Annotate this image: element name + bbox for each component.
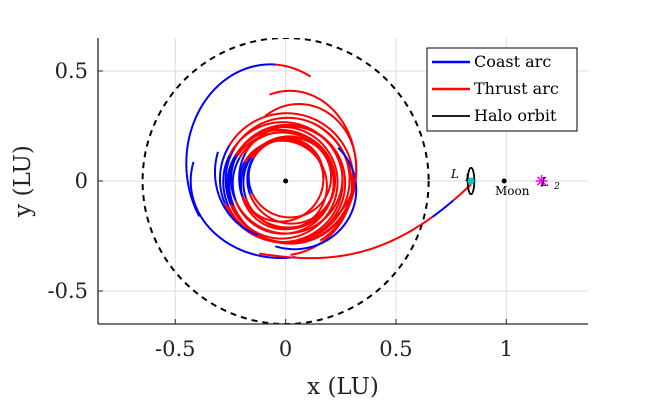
coast-arc-segment bbox=[228, 154, 238, 206]
l1-annotation-sub: 1 bbox=[464, 174, 470, 184]
ticks: -0.5 0 0.5 1 -0.5 0 0.5 bbox=[48, 59, 514, 361]
circle-layer bbox=[141, 38, 430, 324]
coast-arc-segment bbox=[213, 151, 259, 236]
y-tick-label: 0 bbox=[75, 169, 88, 193]
annotations: L 1 L 2 Moon bbox=[450, 163, 560, 198]
legend-label-halo: Halo orbit bbox=[474, 106, 557, 125]
coast-arc-segment bbox=[185, 63, 276, 217]
y-tick-label: -0.5 bbox=[48, 279, 89, 303]
data-layer bbox=[141, 38, 548, 324]
coast-arc-segment bbox=[224, 147, 236, 206]
l1-annotation: L 1 bbox=[450, 163, 470, 184]
coast-arc-segment bbox=[222, 154, 231, 207]
x-tick-label: -0.5 bbox=[155, 337, 196, 361]
coast-arc-segment bbox=[189, 161, 296, 259]
boundary-circle bbox=[141, 38, 430, 324]
earth-marker bbox=[283, 178, 289, 184]
x-tick-label: 0 bbox=[279, 337, 292, 361]
l2-marker bbox=[535, 175, 548, 187]
legend-label-coast: Coast arc bbox=[474, 52, 551, 71]
thrust-arc-segment bbox=[241, 138, 325, 223]
marker-layer bbox=[283, 175, 548, 187]
thrust-arc-segment bbox=[233, 128, 335, 235]
orbit-layer bbox=[185, 63, 476, 260]
coast-arc-segment bbox=[275, 147, 358, 251]
moon-marker bbox=[501, 178, 507, 184]
coast-arc-segment bbox=[242, 156, 252, 199]
coast-arc-segment bbox=[431, 199, 455, 218]
thrust-arc-segment bbox=[258, 216, 433, 260]
x-tick-label: 1 bbox=[500, 337, 513, 361]
thrust-arc-segment bbox=[230, 126, 339, 240]
l2-annotation-main: L bbox=[540, 175, 549, 189]
thrust-arc-segment bbox=[275, 63, 312, 78]
thrust-arc-segment bbox=[238, 130, 337, 229]
l2-annotation-sub: 2 bbox=[553, 182, 560, 192]
l2-annotation: L 2 bbox=[540, 171, 560, 192]
coast-arc-segment bbox=[231, 156, 241, 201]
thrust-arc-segment bbox=[264, 103, 358, 221]
l1-annotation-main: L bbox=[450, 167, 459, 181]
thrust-arc-segment bbox=[250, 135, 333, 219]
legend-label-thrust: Thrust arc bbox=[474, 79, 559, 98]
coast-arc-segment bbox=[218, 144, 231, 204]
coast-arc-segment bbox=[247, 157, 255, 194]
moon-annotation: Moon bbox=[495, 184, 530, 198]
x-tick-label: 0.5 bbox=[379, 337, 412, 361]
legend: Coast arc Thrust arc Halo orbit bbox=[426, 47, 578, 132]
y-axis-label: y (LU) bbox=[10, 145, 36, 218]
coast-arc-segment bbox=[238, 152, 247, 197]
x-axis-label: x (LU) bbox=[307, 374, 379, 400]
y-tick-label: 0.5 bbox=[55, 59, 88, 83]
l1-marker bbox=[467, 177, 475, 185]
l2-star-stroke bbox=[536, 176, 547, 186]
